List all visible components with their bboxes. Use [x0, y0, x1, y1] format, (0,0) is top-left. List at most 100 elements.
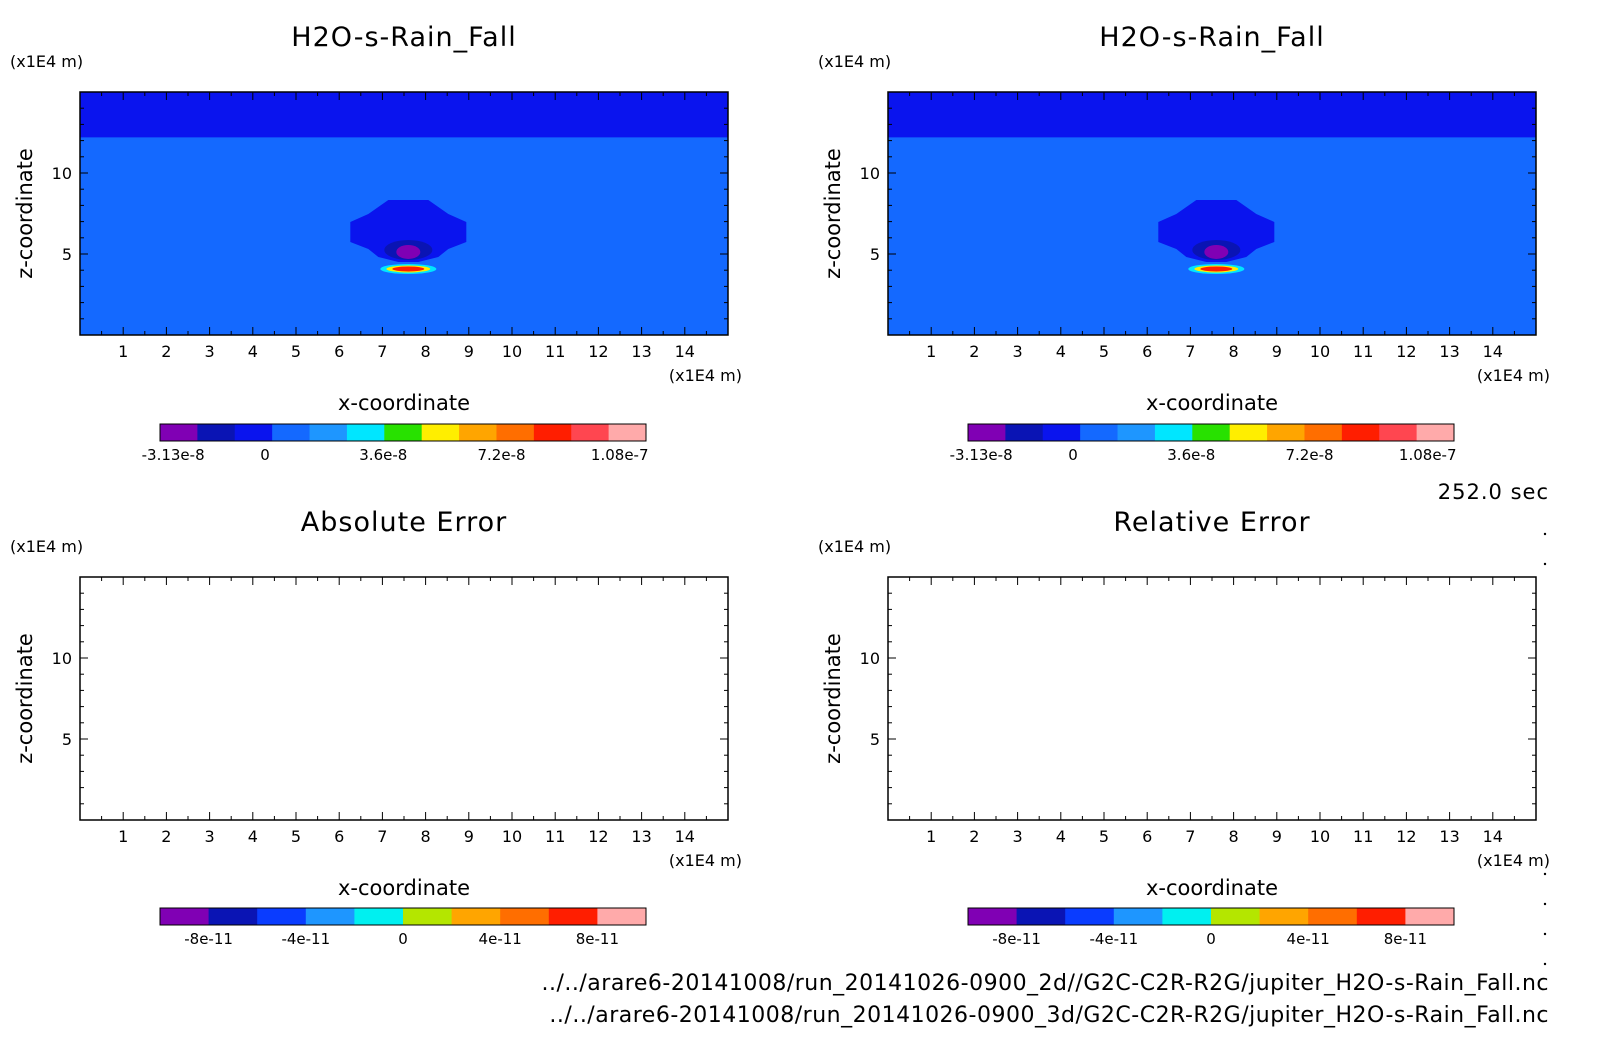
colorbar-tick-label: 4e-11: [479, 930, 522, 948]
y-axis-label: z-coordinate: [13, 633, 37, 764]
colorbar-swatch: [354, 908, 404, 925]
x-tick-label: 7: [1185, 827, 1195, 846]
colorbar-tick-label: 3.6e-8: [359, 446, 407, 464]
feature-outer: [1158, 199, 1275, 262]
colorbar-swatch: [597, 908, 647, 925]
x-tick-label: 8: [1229, 827, 1239, 846]
chart-title: Relative Error: [1113, 507, 1310, 538]
x-tick-label: 7: [377, 827, 387, 846]
y-tick-label: 10: [860, 164, 880, 183]
x-tick-label: 13: [1439, 342, 1459, 361]
colorbar-tick-label: 0: [260, 446, 270, 464]
x-tick-label: 8: [421, 342, 431, 361]
colorbar-frame: [159, 423, 647, 442]
top-band: [888, 92, 1536, 138]
chart-panel-1: 1 2 3 4 5 6 7 8 9 10 11 12 13 14510H2O-s-Rain_Fall(x1…: [10, 22, 742, 464]
colorbar-swatch: [1267, 424, 1305, 441]
x-tick-label: 12: [588, 827, 608, 846]
time-label: 252.0 sec: [1438, 480, 1549, 504]
colorbar-swatch: [451, 908, 501, 925]
colorbar-swatch: [968, 908, 1018, 925]
chart-title: H2O-s-Rain_Fall: [291, 22, 516, 53]
x-tick-label: 1: [118, 342, 128, 361]
y-tick-label: 5: [62, 730, 72, 749]
top-band: [80, 92, 728, 138]
x-tick-label: 9: [464, 827, 474, 846]
x-tick-label: 8: [1229, 342, 1239, 361]
x-tick-label: 12: [588, 342, 608, 361]
chart-title: H2O-s-Rain_Fall: [1099, 22, 1324, 53]
y-unit-label: (x1E4 m): [818, 52, 891, 71]
x-tick-label: 10: [502, 342, 522, 361]
colorbar-swatch: [500, 908, 550, 925]
x-tick-label: 5: [291, 827, 301, 846]
colorbar-frame: [159, 907, 647, 926]
x-tick-label: 2: [161, 827, 171, 846]
chart-title: Absolute Error: [301, 507, 507, 538]
x-unit-label: (x1E4 m): [1477, 366, 1550, 385]
colorbar-tick-label: -4e-11: [281, 930, 330, 948]
x-tick-label: 7: [377, 342, 387, 361]
y-tick-label: 10: [860, 649, 880, 668]
x-tick-label: 11: [545, 827, 565, 846]
rain-feature: [350, 199, 467, 274]
colorbar-swatch: [403, 908, 453, 925]
colorbar-swatch: [1379, 424, 1418, 441]
x-tick-label: 12: [1396, 342, 1416, 361]
colorbar-swatch: [1259, 908, 1309, 925]
x-tick-label: 10: [502, 827, 522, 846]
x-tick-label: 9: [464, 342, 474, 361]
colorbar-swatch: [496, 424, 535, 441]
colorbar-swatch: [160, 908, 210, 925]
colorbar-swatch: [1065, 908, 1115, 925]
colorbar-swatch: [305, 908, 355, 925]
x-tick-label: 3: [1013, 827, 1023, 846]
rain-band-inner: [392, 266, 425, 272]
x-unit-label: (x1E4 m): [1477, 851, 1550, 870]
x-tick-label: 13: [631, 342, 651, 361]
colorbar-swatch: [346, 424, 385, 441]
plot-area: [888, 577, 1536, 820]
colorbar-tick-label: -4e-11: [1089, 930, 1138, 948]
x-tick-label: 7: [1185, 342, 1195, 361]
colorbar-tick-label: 3.6e-8: [1167, 446, 1215, 464]
x-tick-label: 13: [631, 827, 651, 846]
y-axis-label: z-coordinate: [821, 633, 845, 764]
x-tick-label: 5: [291, 342, 301, 361]
x-tick-label: 3: [205, 342, 215, 361]
colorbar-frame: [967, 423, 1455, 442]
plot-area: [80, 577, 728, 820]
x-tick-label: 8: [421, 827, 431, 846]
x-axis-label: x-coordinate: [338, 391, 470, 415]
colorbar-tick-label: 0: [1206, 930, 1216, 948]
colorbar-swatch: [608, 424, 647, 441]
rain-feature: [1158, 199, 1275, 274]
colorbar-swatch: [160, 424, 198, 441]
colorbar-swatch: [548, 908, 598, 925]
y-tick-label: 10: [52, 164, 72, 183]
feature-outer: [350, 199, 467, 262]
file-path-3d: ../../arare6-20141008/run_20141026-0900_…: [549, 1003, 1549, 1028]
x-tick-label: 13: [1439, 827, 1459, 846]
y-axis-label: z-coordinate: [13, 148, 37, 279]
colorbar-swatch: [234, 424, 273, 441]
file-path-2d: ../../arare6-20141008/run_20141026-0900_…: [542, 971, 1550, 996]
colorbar-swatch: [1042, 424, 1081, 441]
y-axis-label: z-coordinate: [821, 148, 845, 279]
colorbar-tick-label: 8e-11: [576, 930, 619, 948]
colorbar-tick-label: 0: [398, 930, 408, 948]
x-axis-label: x-coordinate: [1146, 876, 1278, 900]
colorbar-swatch: [1308, 908, 1358, 925]
colorbar-swatch: [1416, 424, 1455, 441]
colorbar-tick-label: -8e-11: [184, 930, 233, 948]
x-unit-label: (x1E4 m): [669, 366, 742, 385]
x-tick-label: 2: [161, 342, 171, 361]
y-unit-label: (x1E4 m): [10, 52, 83, 71]
x-tick-label: 11: [1353, 342, 1373, 361]
x-tick-label: 11: [545, 342, 565, 361]
feature-center: [1204, 244, 1229, 259]
